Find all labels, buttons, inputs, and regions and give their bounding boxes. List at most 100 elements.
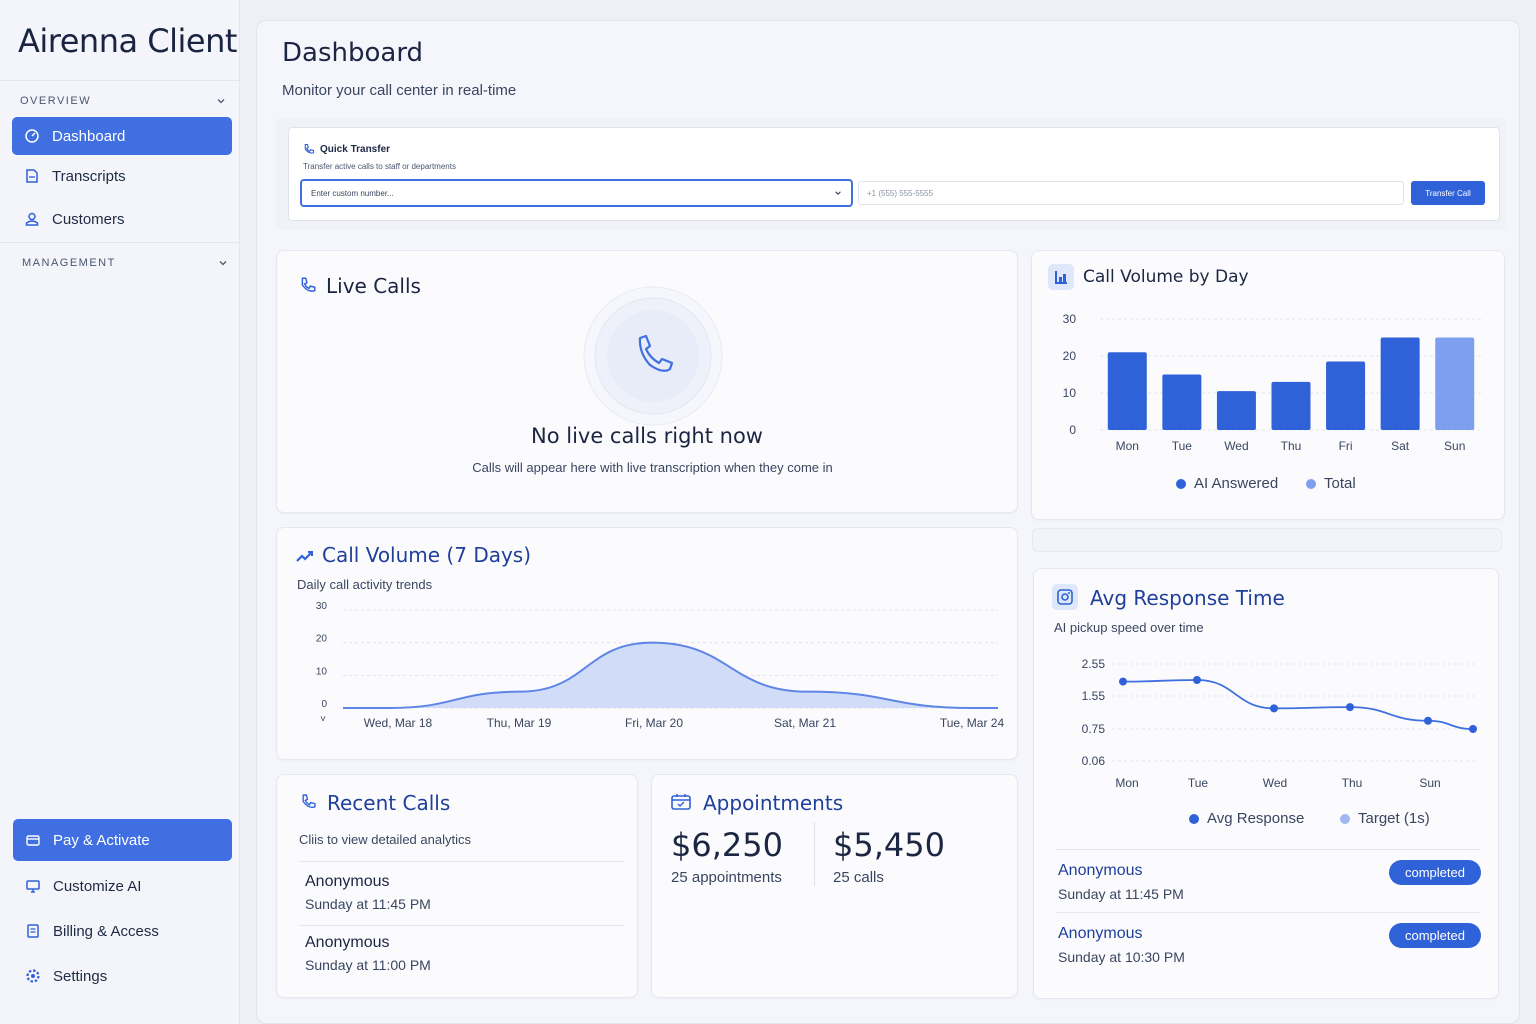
card-spacer	[1032, 528, 1502, 552]
legend-dot	[1189, 813, 1199, 824]
divider	[299, 861, 624, 862]
x-tick-label: Mon	[1116, 439, 1139, 453]
sidebar-item-label: Dashboard	[52, 127, 126, 145]
x-tick-label: Wed, Mar 18	[364, 716, 433, 730]
y-tick-label: 30	[316, 601, 328, 612]
receipt-icon	[27, 924, 39, 938]
y-tick-label: 20	[316, 634, 328, 645]
area-line	[343, 641, 998, 709]
avg-response-subtitle: AI pickup speed over time	[1054, 620, 1204, 635]
legend-dot	[1176, 478, 1186, 489]
sidebar-item-dashboard[interactable]: Dashboard	[12, 117, 232, 155]
y-tick-label: 0.06	[1082, 754, 1106, 768]
sidebar-item-customize-ai[interactable]: Customize AI	[13, 867, 233, 905]
bar	[1380, 337, 1420, 430]
legend-label: AI Answered	[1194, 475, 1279, 492]
x-tick-label: Thu	[1281, 439, 1302, 453]
page-subtitle: Monitor your call center in real-time	[282, 82, 517, 99]
sidebar-item-customers[interactable]: Customers	[12, 200, 232, 238]
y-tick-label: ˅	[320, 714, 326, 725]
y-tick-label: 0	[1069, 423, 1076, 437]
bar-legend-total: Total	[1306, 475, 1356, 492]
x-tick-label: Sun	[1444, 439, 1465, 453]
call-row-time: Sunday at 11:45 PM	[305, 896, 431, 912]
sidebar-item-billing[interactable]: Billing & Access	[13, 912, 233, 950]
y-tick-label: 0.75	[1082, 722, 1106, 736]
appointments-title: Appointments	[703, 791, 844, 815]
card-icon	[26, 835, 40, 846]
call-volume-by-day-title: Call Volume by Day	[1083, 267, 1249, 287]
quick-transfer-title: Quick Transfer	[320, 144, 391, 155]
quick-transfer-subtitle: Transfer active calls to staff or depart…	[303, 162, 456, 171]
phone-icon	[304, 143, 315, 154]
legend-dot	[1306, 478, 1316, 489]
document-icon	[26, 169, 38, 183]
legend-label: Total	[1324, 475, 1356, 492]
data-point	[1193, 676, 1201, 684]
sidebar-item-label: Customers	[52, 210, 125, 228]
call-row-name[interactable]: Anonymous	[1058, 862, 1143, 879]
phone-icon	[301, 277, 316, 292]
section-management[interactable]: MANAGEMENT	[22, 257, 228, 269]
page-title: Dashboard	[282, 38, 424, 68]
x-tick-label: Tue	[1172, 439, 1193, 453]
sidebar-item-pay-activate[interactable]: Pay & Activate	[13, 819, 232, 861]
section-overview[interactable]: OVERVIEW	[20, 95, 226, 107]
live-calls-empty-text: Calls will appear here with live transcr…	[472, 460, 833, 475]
section-overview-label: OVERVIEW	[20, 95, 92, 107]
phone-number-input[interactable]: +1 (555) 555-5555	[858, 181, 1404, 205]
divider	[1056, 912, 1480, 913]
calls-count: 25 calls	[833, 869, 884, 886]
sidebar-item-transcripts[interactable]: Transcripts	[12, 157, 232, 195]
status-badge: completed	[1389, 860, 1481, 885]
call-volume-7-days-title: Call Volume (7 Days)	[322, 543, 532, 567]
call-row-name[interactable]: Anonymous	[1058, 925, 1143, 942]
recent-calls-subtitle: Cliis to view detailed analytics	[299, 832, 471, 847]
divider	[1056, 849, 1480, 850]
call-volume-bar-chart: 30 20 10 0 Mon Tue Wed Thu Fri Sat Sun	[1063, 312, 1482, 453]
phone-number-placeholder: +1 (555) 555-5555	[867, 188, 934, 198]
chevron-down-icon	[217, 99, 225, 104]
line-legend-target: Target (1s)	[1340, 810, 1430, 827]
bar	[1435, 337, 1475, 430]
x-tick-label: Tue, Mar 24	[940, 716, 1005, 730]
call-row-name[interactable]: Anonymous	[305, 873, 390, 890]
y-tick-label: 2.55	[1082, 657, 1106, 671]
call-row-name[interactable]: Anonymous	[305, 934, 390, 951]
x-tick-label: Mon	[1115, 776, 1138, 790]
legend-label: Avg Response	[1207, 810, 1305, 827]
recent-calls-card	[276, 774, 638, 998]
area-fill	[343, 642, 998, 708]
recent-calls-title: Recent Calls	[327, 791, 451, 815]
dashboard-icon	[25, 129, 39, 143]
data-point	[1119, 677, 1127, 686]
phone-icon	[302, 794, 316, 808]
live-calls-empty-title: No live calls right now	[531, 424, 763, 448]
data-point	[1424, 716, 1432, 725]
sidebar-divider	[0, 242, 239, 243]
calendar-icon	[671, 794, 691, 810]
timer-icon	[1052, 584, 1078, 610]
appointments-count: 25 appointments	[671, 869, 782, 886]
x-tick-label: Wed	[1224, 439, 1248, 453]
y-tick-label: 10	[1063, 386, 1077, 400]
x-tick-label: Fri	[1339, 439, 1353, 453]
data-point	[1469, 725, 1477, 733]
sidebar-item-settings[interactable]: Settings	[13, 957, 233, 995]
divider	[299, 925, 624, 926]
status-badge: completed	[1389, 923, 1481, 948]
sidebar-item-label: Billing & Access	[53, 922, 159, 940]
x-tick-label: Thu	[1342, 776, 1363, 790]
sidebar-divider	[0, 80, 239, 81]
call-volume-7-days-subtitle: Daily call activity trends	[297, 577, 433, 592]
user-icon	[25, 212, 39, 226]
brand-title: Airenna Client	[18, 22, 237, 60]
transfer-call-button[interactable]: Transfer Call	[1411, 181, 1485, 205]
x-tick-label: Sun	[1419, 776, 1440, 790]
trend-icon	[296, 551, 313, 562]
sidebar-item-label: Customize AI	[53, 877, 142, 895]
bar	[1271, 381, 1311, 430]
x-tick-label: Sat, Mar 21	[774, 716, 836, 730]
transfer-target-select[interactable]: Enter custom number...	[300, 179, 853, 207]
x-tick-label: Sat	[1391, 439, 1410, 453]
